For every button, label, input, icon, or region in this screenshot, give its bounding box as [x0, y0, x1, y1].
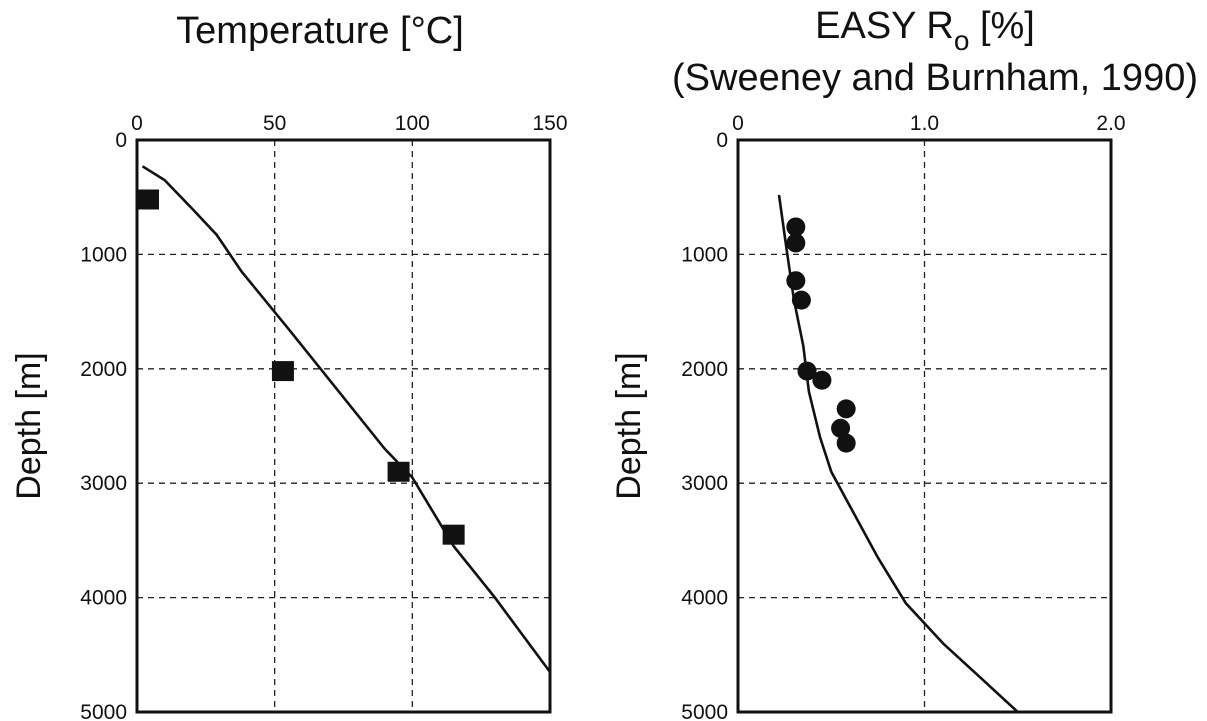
temperature-ytick-label: 2000: [80, 358, 127, 381]
easy-ro-ytick-label: 4000: [681, 587, 728, 610]
temperature-ytick-label: 3000: [80, 472, 127, 495]
easy-ro-profile-line: [777, 194, 1019, 713]
easy-ro-data-point: [812, 370, 832, 390]
easy-ro-data-point: [836, 399, 856, 419]
easy-ro-data-point: [797, 361, 817, 381]
easy-ro-ytick-label: 0: [716, 129, 728, 152]
easy-ro-subtitle: (Sweeney and Burnham, 1990): [672, 57, 1198, 99]
easy-ro-plot-frame: [736, 138, 1113, 714]
temperature-plot-frame: [135, 138, 552, 714]
temperature-profile-line: [141, 165, 552, 673]
temperature-ytick-label: 4000: [80, 587, 127, 610]
easy-ro-data-point: [786, 271, 806, 291]
temperature-ytick-label: 5000: [80, 701, 127, 721]
easy-ro-ylabel: Depth [m]: [610, 352, 648, 499]
temperature-title: Temperature [°C]: [176, 10, 464, 52]
temperature-panel: Temperature [°C] 0 50 100 150 0 1000 2000 3000…: [10, 10, 568, 721]
temperature-xtick-label: 100: [395, 112, 430, 135]
temperature-ytick-label: 0: [115, 129, 127, 152]
vitrinite-panel: EASY Ro [%] (Sweeney and Burnham, 1990) …: [610, 5, 1198, 721]
temperature-data-point: [442, 524, 465, 545]
easy-ro-ytick-label: 3000: [681, 472, 728, 495]
easy-ro-title-main: EASY R: [815, 5, 954, 47]
temperature-data-point: [137, 189, 160, 210]
easy-ro-title-subscript: o: [954, 25, 970, 56]
temperature-data-point: [387, 461, 410, 482]
easy-ro-data-point: [786, 233, 806, 253]
temperature-ylabel: Depth [m]: [10, 352, 48, 499]
easy-ro-title: EASY Ro [%]: [815, 5, 1035, 56]
temperature-data-point: [271, 361, 294, 382]
temperature-xtick-label: 0: [131, 112, 143, 135]
temperature-ytick-label: 1000: [80, 243, 127, 266]
easy-ro-title-tail: [%]: [969, 5, 1034, 47]
temperature-xtick-label: 50: [263, 112, 286, 135]
easy-ro-xtick-label: 1.0: [910, 112, 939, 135]
easy-ro-ytick-label: 1000: [681, 243, 728, 266]
easy-ro-data-point: [786, 217, 806, 237]
easy-ro-data-point: [836, 433, 856, 453]
easy-ro-data-point: [791, 290, 811, 310]
temperature-xtick-label: 150: [532, 112, 567, 135]
easy-ro-data-point: [831, 418, 851, 438]
easy-ro-xtick-label: 0: [732, 112, 744, 135]
easy-ro-ytick-label: 5000: [681, 701, 728, 721]
easy-ro-xtick-label: 2.0: [1096, 112, 1125, 135]
easy-ro-ytick-label: 2000: [681, 358, 728, 381]
